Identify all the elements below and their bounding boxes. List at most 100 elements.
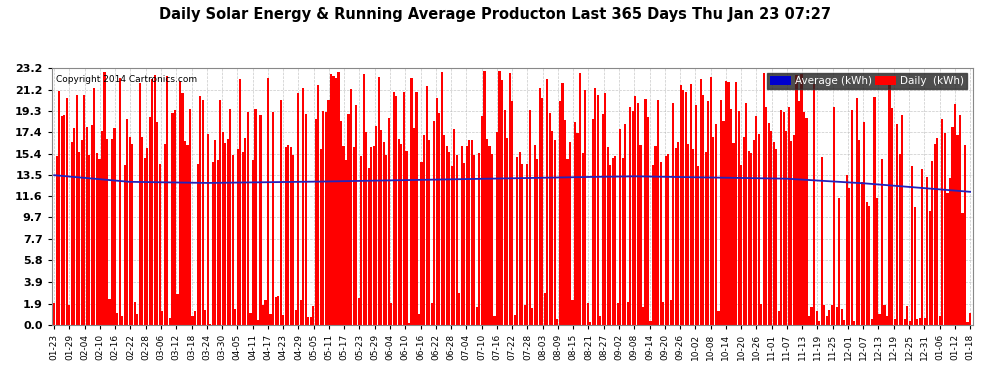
Bar [922, 170, 924, 325]
Bar [821, 157, 823, 325]
Bar [561, 83, 563, 325]
Bar [370, 147, 372, 325]
Bar [662, 302, 664, 325]
Bar [521, 164, 524, 325]
Bar [55, 156, 57, 325]
Bar [357, 298, 359, 325]
Bar [695, 105, 697, 325]
Bar [654, 146, 656, 325]
Bar [491, 154, 493, 325]
Bar [584, 90, 586, 325]
Bar [251, 160, 254, 325]
Bar [735, 82, 738, 325]
Bar [144, 159, 146, 325]
Bar [861, 182, 863, 325]
Bar [300, 300, 302, 325]
Bar [395, 96, 397, 325]
Bar [702, 95, 705, 325]
Bar [599, 316, 601, 325]
Bar [762, 73, 765, 325]
Bar [929, 211, 931, 325]
Bar [863, 122, 865, 325]
Bar [315, 119, 317, 325]
Bar [199, 96, 201, 325]
Bar [720, 100, 722, 325]
Bar [60, 116, 62, 325]
Bar [338, 72, 340, 325]
Bar [499, 71, 501, 325]
Bar [642, 307, 644, 325]
Bar [249, 313, 251, 325]
Bar [747, 151, 749, 325]
Bar [307, 317, 310, 325]
Bar [76, 95, 78, 325]
Bar [780, 110, 782, 325]
Bar [733, 143, 735, 325]
Bar [685, 92, 687, 325]
Bar [212, 162, 214, 325]
Bar [934, 144, 936, 325]
Bar [511, 101, 513, 325]
Bar [88, 154, 90, 325]
Bar [687, 144, 689, 325]
Bar [646, 117, 649, 325]
Bar [911, 166, 914, 325]
Bar [534, 144, 536, 325]
Bar [237, 148, 239, 325]
Bar [589, 322, 591, 325]
Bar [826, 316, 828, 325]
Bar [690, 84, 692, 325]
Bar [586, 303, 589, 325]
Bar [176, 294, 178, 325]
Bar [153, 75, 155, 325]
Bar [516, 158, 518, 325]
Bar [68, 305, 70, 325]
Bar [463, 163, 465, 325]
Bar [428, 141, 431, 325]
Bar [81, 141, 83, 325]
Bar [725, 81, 727, 325]
Bar [488, 146, 491, 325]
Bar [640, 145, 642, 325]
Bar [302, 88, 304, 325]
Bar [460, 146, 463, 325]
Bar [242, 152, 244, 325]
Bar [755, 116, 757, 325]
Bar [896, 124, 898, 325]
Bar [813, 84, 815, 325]
Bar [400, 144, 403, 325]
Bar [816, 311, 818, 325]
Bar [839, 198, 841, 325]
Bar [227, 140, 229, 325]
Bar [385, 155, 387, 325]
Bar [574, 122, 576, 325]
Bar [139, 83, 141, 325]
Bar [806, 118, 808, 325]
Bar [718, 310, 720, 325]
Bar [290, 147, 292, 325]
Bar [431, 303, 433, 325]
Bar [468, 140, 470, 325]
Bar [481, 116, 483, 325]
Bar [156, 122, 158, 325]
Bar [927, 177, 929, 325]
Bar [471, 140, 473, 325]
Bar [544, 293, 545, 325]
Bar [129, 137, 131, 325]
Bar [757, 134, 759, 325]
Bar [954, 104, 956, 325]
Bar [202, 100, 204, 325]
Bar [680, 85, 682, 325]
Bar [372, 146, 375, 325]
Bar [455, 156, 457, 325]
Bar [405, 150, 408, 325]
Bar [969, 313, 971, 325]
Bar [620, 129, 622, 325]
Bar [320, 149, 322, 325]
Bar [383, 142, 385, 325]
Bar [609, 165, 612, 325]
Bar [184, 141, 186, 325]
Bar [131, 144, 134, 325]
Bar [604, 93, 606, 325]
Bar [795, 75, 798, 325]
